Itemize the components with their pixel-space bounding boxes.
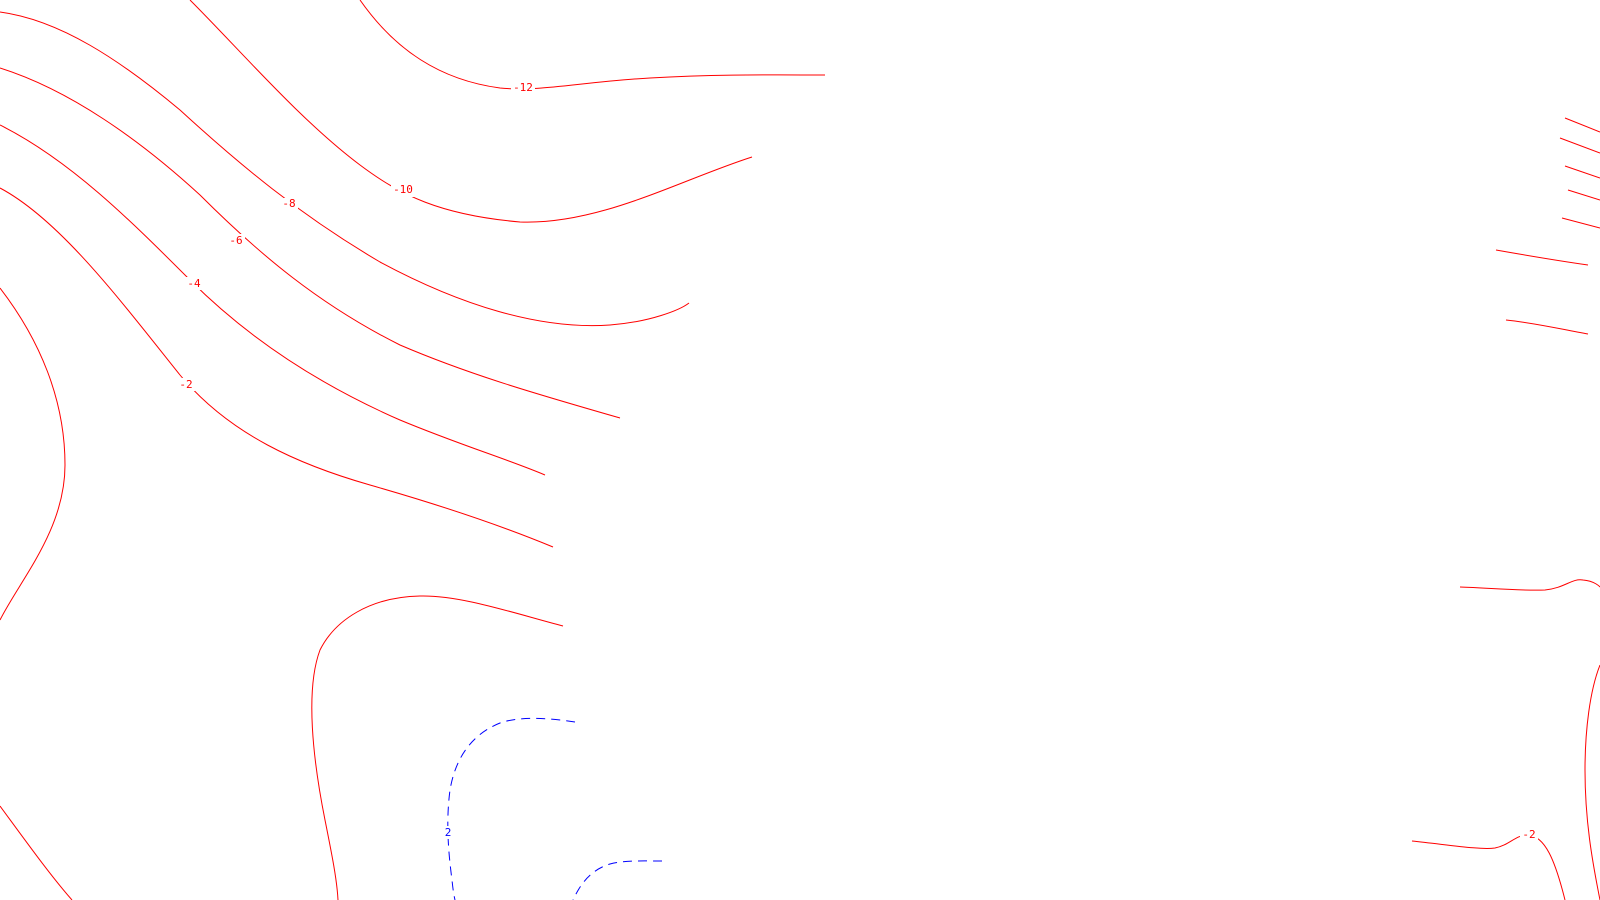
contour-label-neg6: -6	[229, 234, 242, 247]
contour-label-neg12: -12	[513, 81, 533, 94]
contour-line-neg2-lobe	[0, 287, 66, 621]
contour-frag-right-4	[1567, 189, 1600, 201]
contour-line-pos2	[447, 717, 576, 900]
contour-frag-right-1	[1564, 117, 1600, 133]
contour-line-neg10	[189, 0, 753, 223]
contour-line-neg6	[0, 67, 621, 419]
contour-line-neg-corner	[0, 805, 73, 900]
contour-line-neg2-right	[1411, 834, 1566, 900]
contour-label-pos2-group: 2	[442, 826, 454, 839]
contour-label-neg8: -8	[282, 197, 295, 210]
contour-line-neg2-left	[0, 187, 554, 548]
contour-label-neg6-group: -6	[227, 234, 245, 247]
contour-label-neg2-right-group: -2	[1520, 828, 1538, 842]
contour-frag-right-2	[1559, 137, 1600, 154]
contour-line-neg12	[359, 0, 826, 90]
contour-line-neg8	[0, 11, 690, 327]
contour-label-neg10: -10	[393, 183, 413, 196]
contour-label-neg12-group: -12	[511, 81, 535, 94]
contour-frag-right-5	[1561, 217, 1600, 229]
contour-line-neg4	[0, 124, 546, 476]
contour-label-pos2: 2	[445, 826, 452, 839]
contour-frag-right-3	[1564, 165, 1600, 179]
contour-label-neg8-group: -8	[280, 197, 298, 211]
contour-label-neg10-group: -10	[391, 183, 415, 197]
contour-label-neg2-left-group: -2	[177, 378, 195, 391]
contour-frag-right-9	[1584, 664, 1600, 900]
contour-label-neg2-right: -2	[1522, 828, 1535, 841]
contour-line-neg2-mid	[311, 595, 564, 900]
contour-label-neg2-left: -2	[179, 378, 192, 391]
contour-label-neg4-group: -4	[185, 277, 203, 290]
contour-frag-right-8	[1459, 579, 1600, 591]
contour-line-pos-lower	[572, 860, 663, 900]
contour-frag-right-6	[1495, 249, 1589, 266]
contour-frag-right-7	[1505, 319, 1589, 335]
contour-label-neg4: -4	[187, 277, 201, 290]
